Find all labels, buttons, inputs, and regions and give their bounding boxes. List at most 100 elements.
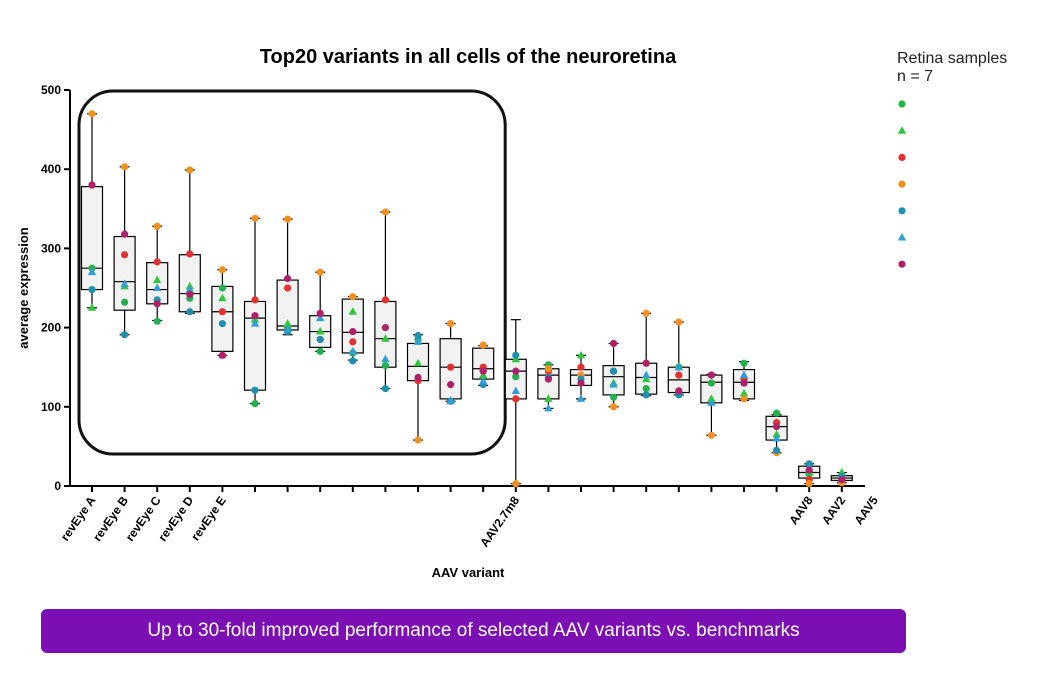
data-point bbox=[381, 384, 389, 393]
x-tick-label: AAV5 bbox=[852, 493, 882, 527]
data-point bbox=[610, 367, 618, 375]
data-point bbox=[218, 308, 226, 316]
data-point bbox=[512, 395, 520, 403]
data-point bbox=[479, 376, 488, 385]
data-point bbox=[348, 307, 357, 315]
data-point bbox=[642, 359, 650, 367]
legend-marker bbox=[897, 233, 907, 241]
data-point bbox=[316, 335, 324, 344]
highlight-frame bbox=[77, 89, 507, 456]
legend-marker bbox=[898, 207, 906, 215]
data-point bbox=[577, 363, 585, 371]
y-tick-label: 100 bbox=[41, 400, 61, 414]
data-point bbox=[251, 400, 259, 408]
data-point bbox=[250, 319, 260, 327]
data-point bbox=[610, 403, 618, 411]
data-point bbox=[642, 309, 650, 317]
data-point bbox=[512, 373, 520, 381]
data-point bbox=[805, 480, 813, 488]
data-point bbox=[284, 274, 292, 283]
data-point bbox=[512, 351, 520, 359]
data-point bbox=[610, 393, 618, 401]
y-tick-label: 300 bbox=[41, 241, 61, 255]
data-point bbox=[381, 362, 389, 370]
data-point bbox=[316, 309, 324, 317]
data-point bbox=[739, 388, 749, 397]
legend-marker bbox=[898, 260, 906, 268]
x-tick-label: AAV8 bbox=[786, 493, 816, 527]
data-point bbox=[251, 386, 259, 394]
data-point bbox=[740, 359, 748, 367]
data-point bbox=[772, 430, 781, 438]
data-point bbox=[316, 268, 324, 276]
data-point bbox=[544, 375, 553, 383]
data-point bbox=[251, 296, 259, 304]
data-point bbox=[251, 312, 259, 320]
data-point bbox=[348, 346, 357, 355]
data-point bbox=[316, 313, 325, 322]
data-point bbox=[87, 303, 97, 311]
data-point bbox=[707, 371, 716, 379]
x-axis-label: AAV variant bbox=[432, 565, 505, 580]
data-point bbox=[349, 327, 357, 336]
data-point bbox=[544, 365, 553, 373]
data-point bbox=[153, 275, 162, 284]
data-point bbox=[805, 460, 813, 468]
data-point bbox=[153, 300, 161, 308]
data-point bbox=[413, 358, 423, 367]
data-point bbox=[88, 110, 96, 118]
data-point bbox=[674, 362, 683, 371]
data-point bbox=[218, 351, 226, 359]
legend-marker bbox=[898, 153, 906, 161]
data-point bbox=[838, 476, 846, 484]
data-point bbox=[447, 381, 455, 389]
data-point bbox=[87, 267, 97, 276]
data-point bbox=[544, 394, 553, 402]
data-point bbox=[610, 339, 618, 348]
data-point bbox=[707, 431, 716, 439]
data-point bbox=[284, 215, 292, 223]
data-point bbox=[283, 324, 292, 333]
data-point bbox=[479, 341, 487, 349]
data-point bbox=[186, 290, 194, 298]
data-point bbox=[609, 380, 618, 388]
data-point bbox=[381, 296, 389, 304]
data-point bbox=[153, 317, 161, 325]
data-point bbox=[739, 370, 749, 379]
data-point bbox=[805, 466, 813, 474]
data-point bbox=[512, 480, 520, 488]
data-point bbox=[773, 423, 781, 431]
data-point bbox=[121, 230, 129, 238]
callout-banner: Up to 30-fold improved performance of se… bbox=[41, 609, 906, 653]
data-point bbox=[316, 347, 324, 355]
y-axis-label: average expression bbox=[16, 227, 31, 348]
y-tick-label: 0 bbox=[54, 479, 61, 493]
data-point bbox=[381, 324, 389, 332]
data-point bbox=[186, 308, 194, 316]
data-point bbox=[88, 181, 96, 189]
data-point bbox=[642, 374, 651, 383]
data-point bbox=[642, 384, 650, 393]
chart-title: Top20 variants in all cells of the neuro… bbox=[260, 46, 677, 68]
legend-marker bbox=[897, 126, 907, 134]
data-point bbox=[544, 403, 553, 412]
data-point bbox=[88, 285, 96, 294]
legend-marker bbox=[898, 180, 906, 188]
data-point bbox=[153, 222, 161, 230]
data-point bbox=[642, 370, 651, 379]
data-point bbox=[349, 338, 357, 346]
data-point bbox=[707, 398, 716, 406]
data-point bbox=[283, 319, 292, 327]
data-point bbox=[447, 363, 455, 371]
legend-marker bbox=[898, 100, 906, 108]
y-tick-label: 200 bbox=[41, 321, 61, 335]
data-point bbox=[120, 279, 129, 288]
data-point bbox=[381, 208, 389, 216]
data-point bbox=[218, 266, 226, 274]
x-tick-label: AAV2 bbox=[819, 493, 849, 527]
data-point bbox=[121, 251, 129, 259]
data-point bbox=[121, 298, 129, 306]
legend-subtitle: n = 7 bbox=[897, 68, 933, 85]
box-plot-chart: Top20 variants in all cells of the neuro… bbox=[16, 46, 1007, 580]
data-point bbox=[381, 334, 390, 342]
